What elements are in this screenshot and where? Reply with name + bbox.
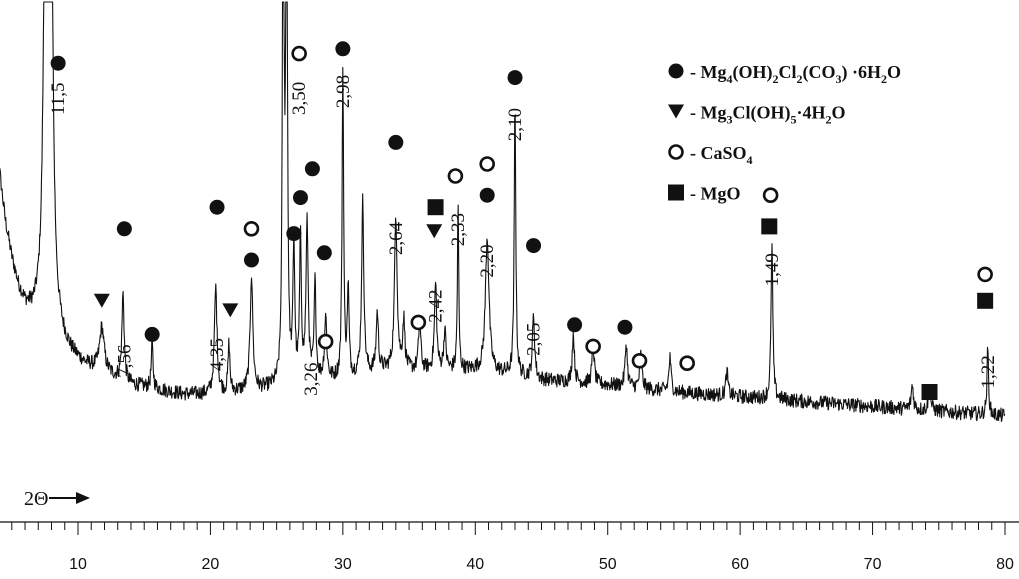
filled-circle-marker (286, 226, 302, 242)
open-circle-marker (977, 266, 993, 283)
filled-circle-marker (617, 319, 633, 335)
legend-entry-prefix: - (690, 103, 701, 123)
peak-label: 2,42 (426, 290, 447, 323)
peak-label: 2,33 (448, 213, 469, 246)
legend-entry-label: - CaSO4 (690, 143, 753, 167)
formula-text: O (887, 62, 901, 82)
formula-subscript: 2 (773, 72, 779, 86)
peak-label: 2,10 (505, 108, 526, 141)
peak-label: 1,22 (978, 355, 999, 388)
formula-subscript: 5 (791, 113, 797, 127)
formula-text: Mg (701, 103, 727, 123)
open-circle-marker (479, 156, 496, 172)
filled-square-marker (668, 184, 684, 201)
filled-circle-marker (507, 70, 523, 86)
filled-square-marker (427, 199, 444, 216)
triangle-marker (222, 303, 239, 318)
open-circle-marker (291, 45, 307, 62)
plot-area (0, 1, 1006, 423)
formula-subscript: 2 (826, 113, 832, 127)
open-circle-marker (410, 314, 427, 331)
peak-label: 11,5 (48, 82, 69, 115)
peak-label: 3,26 (301, 362, 322, 395)
legend-entry-prefix: - (690, 62, 701, 82)
formula-text: CaSO (701, 143, 747, 163)
formula-subscript: 2 (797, 72, 803, 86)
phase-markers (50, 41, 994, 400)
peak-label: 2,64 (386, 221, 407, 255)
filled-circle-marker (209, 199, 225, 215)
legend-entry-label: - Mg4(OH)2Cl2(CO3) ·6H2O (690, 62, 901, 86)
filled-circle-marker (50, 55, 66, 71)
peak-label: 3,50 (289, 82, 310, 115)
formula-subscript: 3 (836, 72, 842, 86)
formula-subscript: 4 (747, 153, 753, 167)
formula-text: Cl (779, 62, 797, 82)
open-circle-marker (317, 333, 334, 350)
peak-label: 2,20 (477, 244, 498, 277)
legend-entry-prefix: - (690, 184, 701, 204)
legend-entry-prefix: - (690, 143, 701, 163)
filled-square-marker (921, 384, 938, 400)
legend-entry-label: - MgO (690, 184, 741, 204)
formula-text: Cl(OH) (733, 103, 791, 124)
x-axis: 10 20 30 40 50 60 70 80 2Θ (0, 488, 1019, 573)
formula-text: ·4H (797, 103, 826, 123)
filled-circle-marker (116, 221, 132, 237)
x-tick-label: 60 (731, 556, 749, 573)
open-circle-marker (447, 168, 464, 184)
peak-labels: 11,5 7,56 4,35 3,50 3,26 2,98 2,64 2,42 2,33 2,20… (48, 75, 999, 396)
open-circle-marker (585, 338, 601, 355)
open-circle-marker (668, 144, 684, 160)
peak-label: 1,49 (762, 253, 783, 286)
triangle-marker (668, 104, 684, 119)
filled-square-marker (761, 218, 778, 235)
x-tick-label: 20 (202, 556, 220, 573)
formula-text: (CO (803, 62, 836, 83)
x-tick-label: 40 (466, 556, 484, 573)
filled-circle-marker (243, 252, 259, 268)
triangle-marker (93, 293, 110, 308)
triangle-marker (426, 224, 443, 239)
peak-label: 4,35 (207, 338, 228, 371)
formula-text: O (832, 103, 846, 123)
formula-subscript: 3 (727, 113, 733, 127)
formula-text: MgO (701, 184, 741, 204)
open-circle-marker (679, 355, 695, 372)
peak-label: 2,98 (333, 75, 354, 108)
filled-circle-marker (388, 134, 404, 150)
formula-subscript: 4 (727, 72, 733, 86)
diffraction-trace (0, 1, 1006, 423)
filled-circle-marker (567, 317, 583, 333)
x-axis-label: 2Θ (24, 488, 48, 510)
x-tick-label: 70 (864, 556, 882, 573)
open-circle-marker (762, 187, 779, 203)
x-tick-label: 30 (334, 556, 352, 573)
filled-circle-marker (316, 245, 332, 261)
filled-circle-marker (335, 41, 351, 57)
filled-circle-marker (292, 190, 308, 206)
formula-text: (OH) (733, 62, 773, 83)
filled-square-marker (977, 292, 994, 309)
formula-text: ) ·6H (842, 62, 882, 83)
x-tick-label: 10 (69, 556, 87, 573)
open-circle-marker (243, 221, 260, 237)
peak-label: 7,56 (114, 345, 135, 378)
x-tick-label: 50 (599, 556, 617, 573)
legend-entry-label: - Mg3Cl(OH)5·4H2O (690, 103, 846, 127)
filled-circle-marker (668, 63, 684, 79)
formula-text: Mg (701, 62, 727, 82)
x-axis-arrow-head (76, 492, 90, 504)
filled-circle-marker (304, 161, 320, 177)
filled-circle-marker (526, 238, 542, 254)
peak-label: 2,05 (524, 323, 545, 356)
open-circle-marker (631, 352, 648, 369)
x-tick-label: 80 (996, 556, 1014, 573)
formula-subscript: 2 (881, 72, 887, 86)
filled-circle-marker (479, 187, 495, 203)
filled-circle-marker (144, 326, 160, 342)
legend: - Mg4(OH)2Cl2(CO3) ·6H2O - Mg3Cl(OH)5·4H… (668, 62, 901, 204)
